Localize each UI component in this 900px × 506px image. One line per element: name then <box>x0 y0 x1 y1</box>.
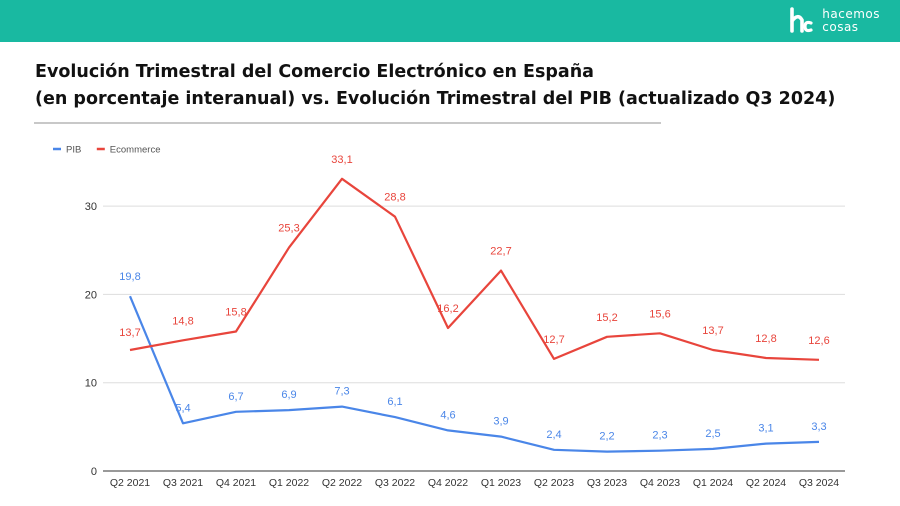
data-label: 3,9 <box>493 416 508 428</box>
x-tick-label: Q2 2022 <box>322 477 362 489</box>
data-label: 15,6 <box>649 308 670 320</box>
data-label: 12,7 <box>543 334 564 346</box>
page-title: Evolución Trimestral del Comercio Electr… <box>35 59 875 113</box>
top-banner: hacemos cosas <box>0 0 900 42</box>
x-tick-label: Q3 2022 <box>375 477 415 489</box>
x-tick-label: Q1 2022 <box>269 477 309 489</box>
data-label: 28,8 <box>384 192 405 204</box>
x-tick-label: Q4 2023 <box>640 477 680 489</box>
data-label: 3,3 <box>811 421 826 433</box>
data-label: 6,9 <box>281 389 296 401</box>
data-label: 4,6 <box>440 409 455 421</box>
series-line-ecommerce <box>129 177 820 361</box>
data-label: 6,1 <box>387 396 402 408</box>
data-label: 6,7 <box>228 391 243 403</box>
x-tick-label: Q1 2024 <box>693 477 733 489</box>
series-line-pib <box>128 295 820 453</box>
line-chart: 0 10 20 30 Q2 2021 Q3 2021 Q4 2021 Q1 2022 Q2 20… <box>53 145 845 489</box>
y-tick-label: 30 <box>85 201 97 213</box>
legend-label: Ecommerce <box>110 145 161 156</box>
title-divider <box>34 122 661 124</box>
title-line2: (en porcentaje interanual) vs. Evolución… <box>35 89 836 109</box>
brand-logo: hacemos cosas <box>788 7 880 35</box>
brand-name-line2: cosas <box>822 20 859 34</box>
x-tick-label: Q1 2023 <box>481 477 521 489</box>
x-tick-label: Q2 2024 <box>746 477 786 489</box>
data-label: 13,7 <box>119 327 140 339</box>
data-label: 12,6 <box>808 335 829 347</box>
data-label: 13,7 <box>702 325 723 337</box>
data-label: 12,8 <box>755 333 776 345</box>
data-label: 2,2 <box>599 431 614 443</box>
data-label: 15,8 <box>225 307 246 319</box>
data-label: 3,1 <box>758 423 773 435</box>
x-tick-label: Q2 2021 <box>110 477 150 489</box>
x-tick-label: Q2 2023 <box>534 477 574 489</box>
data-label: 33,1 <box>331 154 352 166</box>
x-tick-label: Q4 2021 <box>216 477 256 489</box>
data-label: 16,2 <box>437 303 458 315</box>
data-label: 2,3 <box>652 430 667 442</box>
data-label: 25,3 <box>278 223 299 235</box>
legend-label: PIB <box>66 145 81 156</box>
data-label: 2,4 <box>546 429 561 441</box>
y-tick-label: 0 <box>91 466 97 478</box>
data-label: 7,3 <box>334 386 349 398</box>
data-label: 15,2 <box>596 312 617 324</box>
y-tick-label: 10 <box>85 378 97 390</box>
data-label: 14,8 <box>172 315 193 327</box>
x-tick-label: Q3 2021 <box>163 477 203 489</box>
data-label: 2,5 <box>705 428 720 440</box>
x-tick-label: Q4 2022 <box>428 477 468 489</box>
y-tick-label: 20 <box>85 289 97 301</box>
x-tick-label: Q3 2023 <box>587 477 627 489</box>
data-label: 5,4 <box>175 402 190 414</box>
hc-logo-icon <box>790 7 813 33</box>
data-label: 19,8 <box>119 271 140 283</box>
title-line1: Evolución Trimestral del Comercio Electr… <box>35 62 594 82</box>
data-label: 22,7 <box>490 246 511 258</box>
x-tick-label: Q3 2024 <box>799 477 839 489</box>
brand-name-line1: hacemos <box>822 7 880 21</box>
